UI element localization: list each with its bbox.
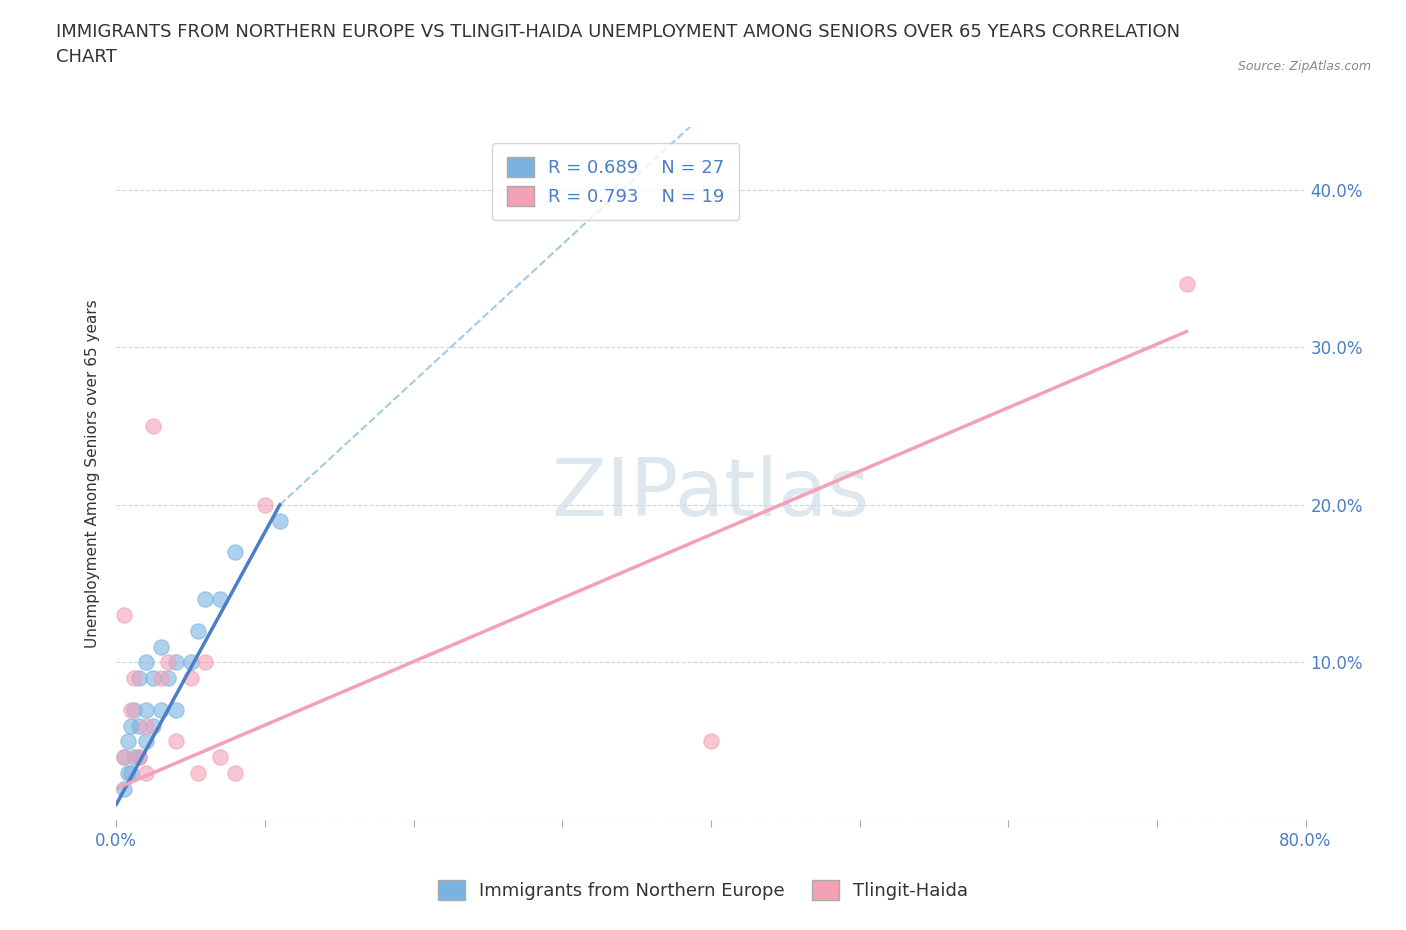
Point — [165, 734, 187, 749]
Point — [112, 750, 135, 764]
Point — [180, 655, 202, 670]
Legend: R = 0.689    N = 27, R = 0.793    N = 19: R = 0.689 N = 27, R = 0.793 N = 19 — [492, 142, 740, 220]
Point — [209, 750, 232, 764]
Point — [209, 592, 232, 607]
Point — [149, 702, 172, 717]
Point — [224, 765, 246, 780]
Point — [135, 718, 157, 733]
Point — [142, 671, 165, 685]
Point — [165, 655, 187, 670]
Text: IMMIGRANTS FROM NORTHERN EUROPE VS TLINGIT-HAIDA UNEMPLOYMENT AMONG SENIORS OVER: IMMIGRANTS FROM NORTHERN EUROPE VS TLING… — [56, 23, 1181, 66]
Point — [120, 702, 142, 717]
Point — [157, 655, 180, 670]
Point — [135, 702, 157, 717]
Point — [194, 655, 217, 670]
Y-axis label: Unemployment Among Seniors over 65 years: Unemployment Among Seniors over 65 years — [86, 299, 100, 647]
Point — [112, 750, 135, 764]
Point — [157, 671, 180, 685]
Point — [269, 513, 291, 528]
Point — [700, 734, 723, 749]
Point — [135, 765, 157, 780]
Point — [149, 671, 172, 685]
Point — [135, 734, 157, 749]
Text: ZIPatlas: ZIPatlas — [551, 455, 870, 533]
Point — [224, 545, 246, 560]
Point — [142, 418, 165, 433]
Point — [128, 750, 150, 764]
Point — [194, 592, 217, 607]
Point — [120, 718, 142, 733]
Point — [128, 671, 150, 685]
Point — [187, 765, 209, 780]
Point — [122, 702, 145, 717]
Point — [112, 608, 135, 623]
Point — [117, 765, 139, 780]
Point — [128, 750, 150, 764]
Point — [120, 765, 142, 780]
Point — [149, 639, 172, 654]
Point — [122, 750, 145, 764]
Point — [142, 718, 165, 733]
Legend: Immigrants from Northern Europe, Tlingit-Haida: Immigrants from Northern Europe, Tlingit… — [430, 872, 976, 907]
Point — [122, 671, 145, 685]
Text: Source: ZipAtlas.com: Source: ZipAtlas.com — [1237, 60, 1371, 73]
Point — [1175, 277, 1198, 292]
Point — [135, 655, 157, 670]
Point — [187, 623, 209, 638]
Point — [112, 781, 135, 796]
Point — [117, 734, 139, 749]
Point — [128, 718, 150, 733]
Point — [253, 498, 276, 512]
Point — [165, 702, 187, 717]
Point — [180, 671, 202, 685]
